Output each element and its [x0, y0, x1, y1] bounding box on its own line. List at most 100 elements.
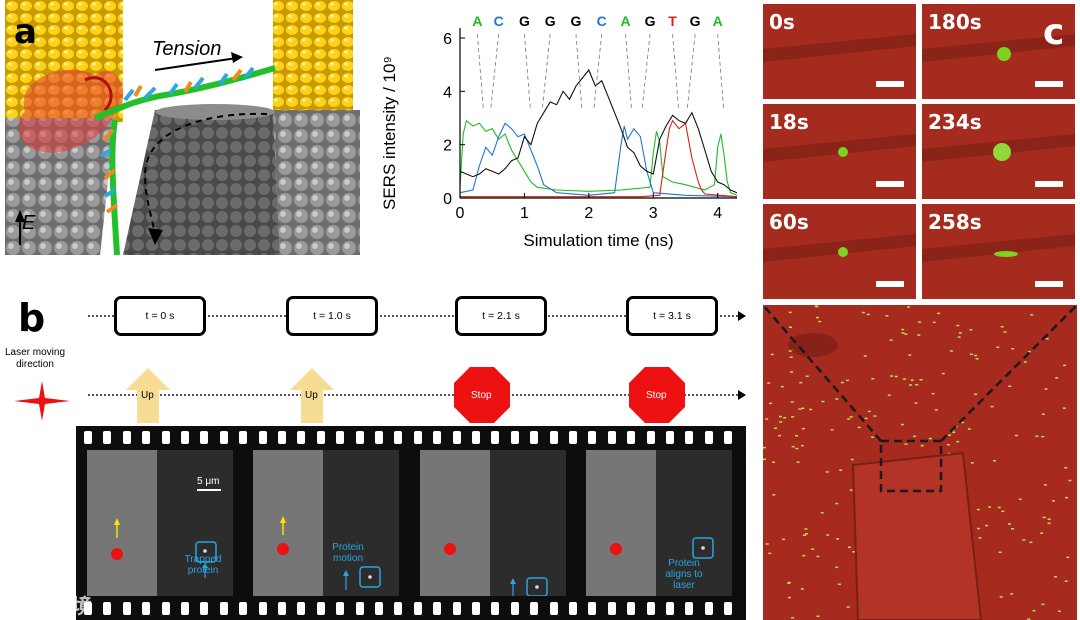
fluorescent-speck — [1007, 523, 1011, 525]
fluorescent-speck — [948, 434, 952, 436]
sequence-guide — [686, 33, 696, 111]
fluorescent-speck — [783, 417, 787, 419]
fluorescent-speck — [839, 469, 843, 471]
fluorescent-speck — [993, 460, 996, 462]
fluorescent-speck — [770, 353, 774, 356]
film-sprocket-hole — [219, 431, 228, 444]
fluorescent-speck — [778, 434, 781, 437]
fluorescent-speck — [985, 524, 988, 527]
overview-fluorescence-image — [763, 305, 1077, 620]
fluorescent-speck — [937, 312, 941, 315]
fluorescent-speck — [768, 552, 772, 555]
film-sprocket-hole — [161, 602, 170, 615]
fluorescent-speck — [1030, 314, 1034, 316]
sequence-base-label: G — [545, 13, 556, 29]
tension-label: Tension — [152, 38, 222, 60]
time-lapse-tile: 60s — [763, 204, 916, 299]
fluorescent-speck — [990, 405, 994, 408]
scale-bar — [876, 281, 904, 287]
film-sprocket-hole — [549, 602, 558, 615]
film-sprocket-hole — [510, 431, 519, 444]
fluorescent-speck — [974, 354, 977, 357]
fluorescent-speck — [1041, 413, 1045, 415]
fluorescent-speck — [997, 506, 1001, 509]
fluorescent-speck — [816, 615, 820, 617]
sequence-base-label: A — [620, 13, 630, 29]
film-sprocket-hole — [278, 431, 286, 444]
fluorescent-speck — [1057, 610, 1061, 612]
fluorescent-speck — [1008, 385, 1012, 387]
fluorescent-speck — [902, 378, 906, 380]
fluorescent-speck — [904, 333, 908, 335]
fluorescent-speck — [835, 566, 839, 569]
film-sprocket-hole — [569, 431, 577, 444]
tile-timestamp: 180s — [928, 10, 982, 34]
fluorescent-speck — [774, 427, 777, 429]
film-sprocket-hole — [122, 431, 131, 444]
time-lapse-tile: 180s — [922, 4, 1075, 99]
film-sprocket-hole — [704, 431, 713, 444]
fluorescent-speck — [804, 528, 808, 530]
fluorescent-speck — [1047, 518, 1051, 520]
fluorescent-speck — [1011, 528, 1015, 530]
fluorescent-speck — [907, 306, 910, 308]
fluorescent-speck — [931, 392, 935, 395]
fluorescent-speck — [852, 551, 856, 553]
fluorescent-speck — [791, 617, 795, 619]
fluorescent-speck — [789, 326, 792, 328]
x-tick-label: 2 — [584, 205, 593, 222]
fluorescent-speck — [1040, 532, 1044, 534]
time-box: t = 2.1 s — [455, 296, 547, 336]
fluorescent-speck — [1054, 576, 1057, 578]
fluorescent-speck — [845, 379, 849, 382]
time-axis-arrowhead — [738, 311, 746, 321]
stop-label: Stop — [646, 390, 667, 401]
film-sprocket-hole — [84, 602, 92, 615]
frame-overlay — [610, 537, 714, 559]
series-line — [459, 122, 738, 198]
film-sprocket-hole — [413, 602, 422, 615]
fluorescent-speck — [1023, 361, 1027, 363]
x-tick-label: 3 — [649, 205, 658, 222]
fluorescent-speck — [1045, 338, 1049, 340]
film-sprocket-hole — [297, 431, 306, 444]
fluorescent-speck — [873, 415, 877, 417]
microscopy-frame — [420, 450, 566, 596]
film-sprocket-hole — [142, 431, 151, 444]
time-lapse-tile: 258s — [922, 204, 1075, 299]
microscopy-frame: Protein aligns to laser — [586, 450, 732, 596]
fluorescent-speck — [956, 440, 960, 443]
fluorescent-speck — [840, 381, 844, 384]
sequence-guide — [625, 33, 632, 111]
film-sprocket-hole — [258, 602, 267, 615]
fluorescent-speck — [1001, 510, 1005, 513]
film-sprocket-hole — [278, 602, 286, 615]
fluorescent-speck — [763, 446, 766, 449]
film-sprocket-hole — [685, 602, 694, 615]
fluorescent-speck — [917, 334, 921, 336]
film-sprocket-hole — [142, 602, 151, 615]
fluorescent-speck — [1029, 541, 1033, 544]
film-sprocket-hole — [297, 602, 306, 615]
fluorescent-speck — [772, 494, 776, 496]
film-sprocket-hole — [336, 602, 345, 615]
fluorescent-speck — [958, 332, 962, 334]
x-tick-label: 4 — [713, 205, 722, 222]
film-sprocket-hole — [219, 602, 228, 615]
fluorescent-speck — [800, 588, 804, 590]
film-sprocket-hole — [666, 602, 674, 615]
film-sprocket-hole — [200, 602, 209, 615]
stop-label: Stop — [471, 390, 492, 401]
film-sprocket-hole — [181, 602, 189, 615]
sequence-guide — [476, 33, 484, 111]
fluorescent-speck — [809, 408, 813, 411]
film-sprocket-hole — [355, 431, 364, 444]
panel-a-illustration — [5, 0, 360, 255]
fluorescent-speck — [805, 533, 809, 535]
sequence-guide — [490, 33, 500, 111]
series-line — [460, 119, 738, 198]
fluorescent-speck — [1066, 556, 1070, 559]
fluorescent-speck — [969, 353, 973, 355]
fluorescent-speck — [956, 324, 960, 327]
